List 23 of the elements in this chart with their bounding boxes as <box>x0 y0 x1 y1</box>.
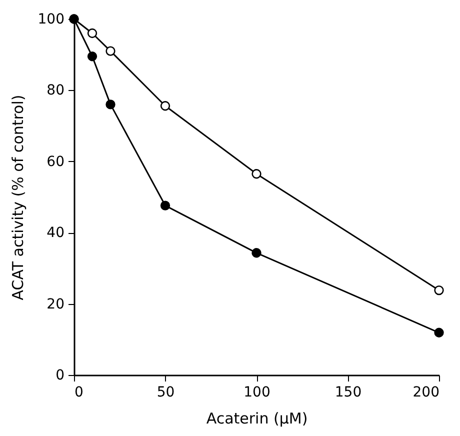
point <box>106 100 116 110</box>
y-tick-label: 40 <box>46 225 64 242</box>
point <box>252 169 262 179</box>
x-tick-label: 200 <box>412 384 440 400</box>
point <box>87 28 98 38</box>
y-tick-label: 20 <box>46 296 64 312</box>
y-tick-label: 80 <box>46 82 64 99</box>
y-tick-label: 60 <box>46 154 64 170</box>
x-tick-label: 150 <box>334 384 362 400</box>
y-tick-label: 100 <box>38 12 64 28</box>
x-axis-title: Acaterin (μM) <box>206 410 308 428</box>
x-tick-label: 50 <box>156 384 175 400</box>
point <box>434 328 444 338</box>
point <box>160 101 170 111</box>
point <box>87 52 98 62</box>
point <box>434 285 444 296</box>
point <box>106 46 116 56</box>
y-axis-title: ACAT activity (% of control) <box>8 94 27 300</box>
x-tick-label: 0 <box>74 384 84 400</box>
x-tick-label: 100 <box>244 384 270 400</box>
y-tick-label: 0 <box>56 368 64 384</box>
point <box>160 200 170 210</box>
point <box>252 248 262 258</box>
